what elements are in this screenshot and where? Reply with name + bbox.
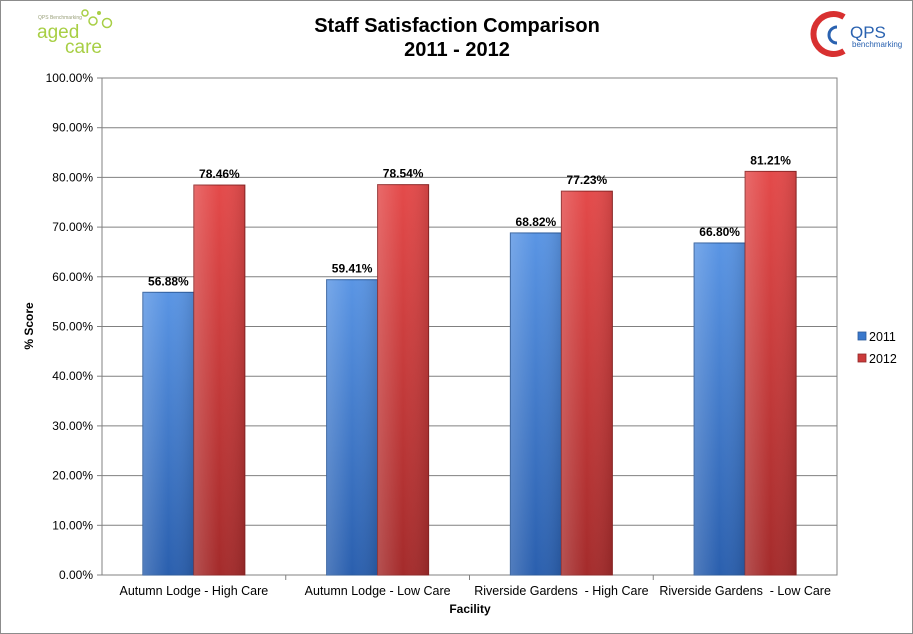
y-tick-label: 100.00% xyxy=(46,71,94,85)
data-label: 81.21% xyxy=(750,153,791,167)
data-label: 77.23% xyxy=(567,173,608,187)
logo-dot xyxy=(88,16,98,26)
legend: 2011 2012 xyxy=(857,330,897,366)
x-axis-title: Facility xyxy=(449,602,491,616)
aged-care-logo: QPS Benchmarking aged care xyxy=(37,9,113,58)
chart-title: Staff Satisfaction Comparison xyxy=(314,15,600,37)
y-tick-label: 10.00% xyxy=(52,518,93,532)
x-tick-label: Riverside Gardens - Low Care xyxy=(659,584,831,598)
y-tick-label: 50.00% xyxy=(52,320,93,334)
y-tick-label: 0.00% xyxy=(59,568,93,582)
bar-shade xyxy=(142,292,194,575)
logo-dot xyxy=(101,17,113,29)
legend-swatch-2012 xyxy=(857,353,867,363)
chart-subtitle: 2011 - 2012 xyxy=(404,39,510,61)
bar-shade xyxy=(745,171,797,576)
y-axis-title: % Score xyxy=(22,302,36,350)
logo-care-text: care xyxy=(65,37,102,58)
logo-dot xyxy=(81,9,89,17)
bar-shade xyxy=(694,243,746,575)
y-tick-label: 80.00% xyxy=(52,170,93,184)
x-tick-label: Autumn Lodge - High Care xyxy=(120,584,269,598)
y-tick-label: 60.00% xyxy=(52,270,93,284)
qps-name: QPS xyxy=(850,23,886,42)
bar-shade xyxy=(510,232,562,575)
y-tick-label: 90.00% xyxy=(52,121,93,135)
y-tick-labels: 0.00% 10.00% 20.00% 30.00% 40.00% 50.00% 60.00… xyxy=(46,71,94,582)
data-labels: 56.88% 78.46% 59.41% 78.54% 68.82% 77.23% 66.8… xyxy=(148,153,791,288)
bar-shade xyxy=(326,279,378,575)
bar-shade xyxy=(193,185,245,575)
y-tick-label: 30.00% xyxy=(52,419,93,433)
qps-logo: QPS benchmarking xyxy=(810,11,902,57)
legend-swatch-2011 xyxy=(857,331,867,341)
legend-label: 2012 xyxy=(869,352,897,366)
data-label: 59.41% xyxy=(332,262,373,276)
data-label: 78.54% xyxy=(383,167,424,181)
logo-small-text: QPS Benchmarking xyxy=(38,15,82,21)
logo-dot xyxy=(97,11,101,15)
legend-label: 2011 xyxy=(869,330,896,344)
bars xyxy=(142,170,797,576)
bar-shade xyxy=(377,184,429,576)
x-tick-label: Autumn Lodge - Low Care xyxy=(305,584,451,598)
data-label: 56.88% xyxy=(148,274,189,288)
x-tick-label: Riverside Gardens - High Care xyxy=(474,584,648,598)
data-label: 78.46% xyxy=(199,167,240,181)
bar-shade xyxy=(561,191,613,575)
data-label: 68.82% xyxy=(516,215,557,229)
qps-ring-icon xyxy=(810,11,846,57)
y-tick-label: 70.00% xyxy=(52,220,93,234)
data-label: 66.80% xyxy=(699,225,740,239)
logo-aged-text: aged xyxy=(37,22,79,43)
x-tick-labels: Autumn Lodge - High Care Autumn Lodge - L… xyxy=(120,575,831,598)
qps-inner-ring-icon xyxy=(827,25,838,45)
y-tick-label: 40.00% xyxy=(52,369,93,383)
y-tick-label: 20.00% xyxy=(52,469,93,483)
qps-sub: benchmarking xyxy=(852,40,902,49)
